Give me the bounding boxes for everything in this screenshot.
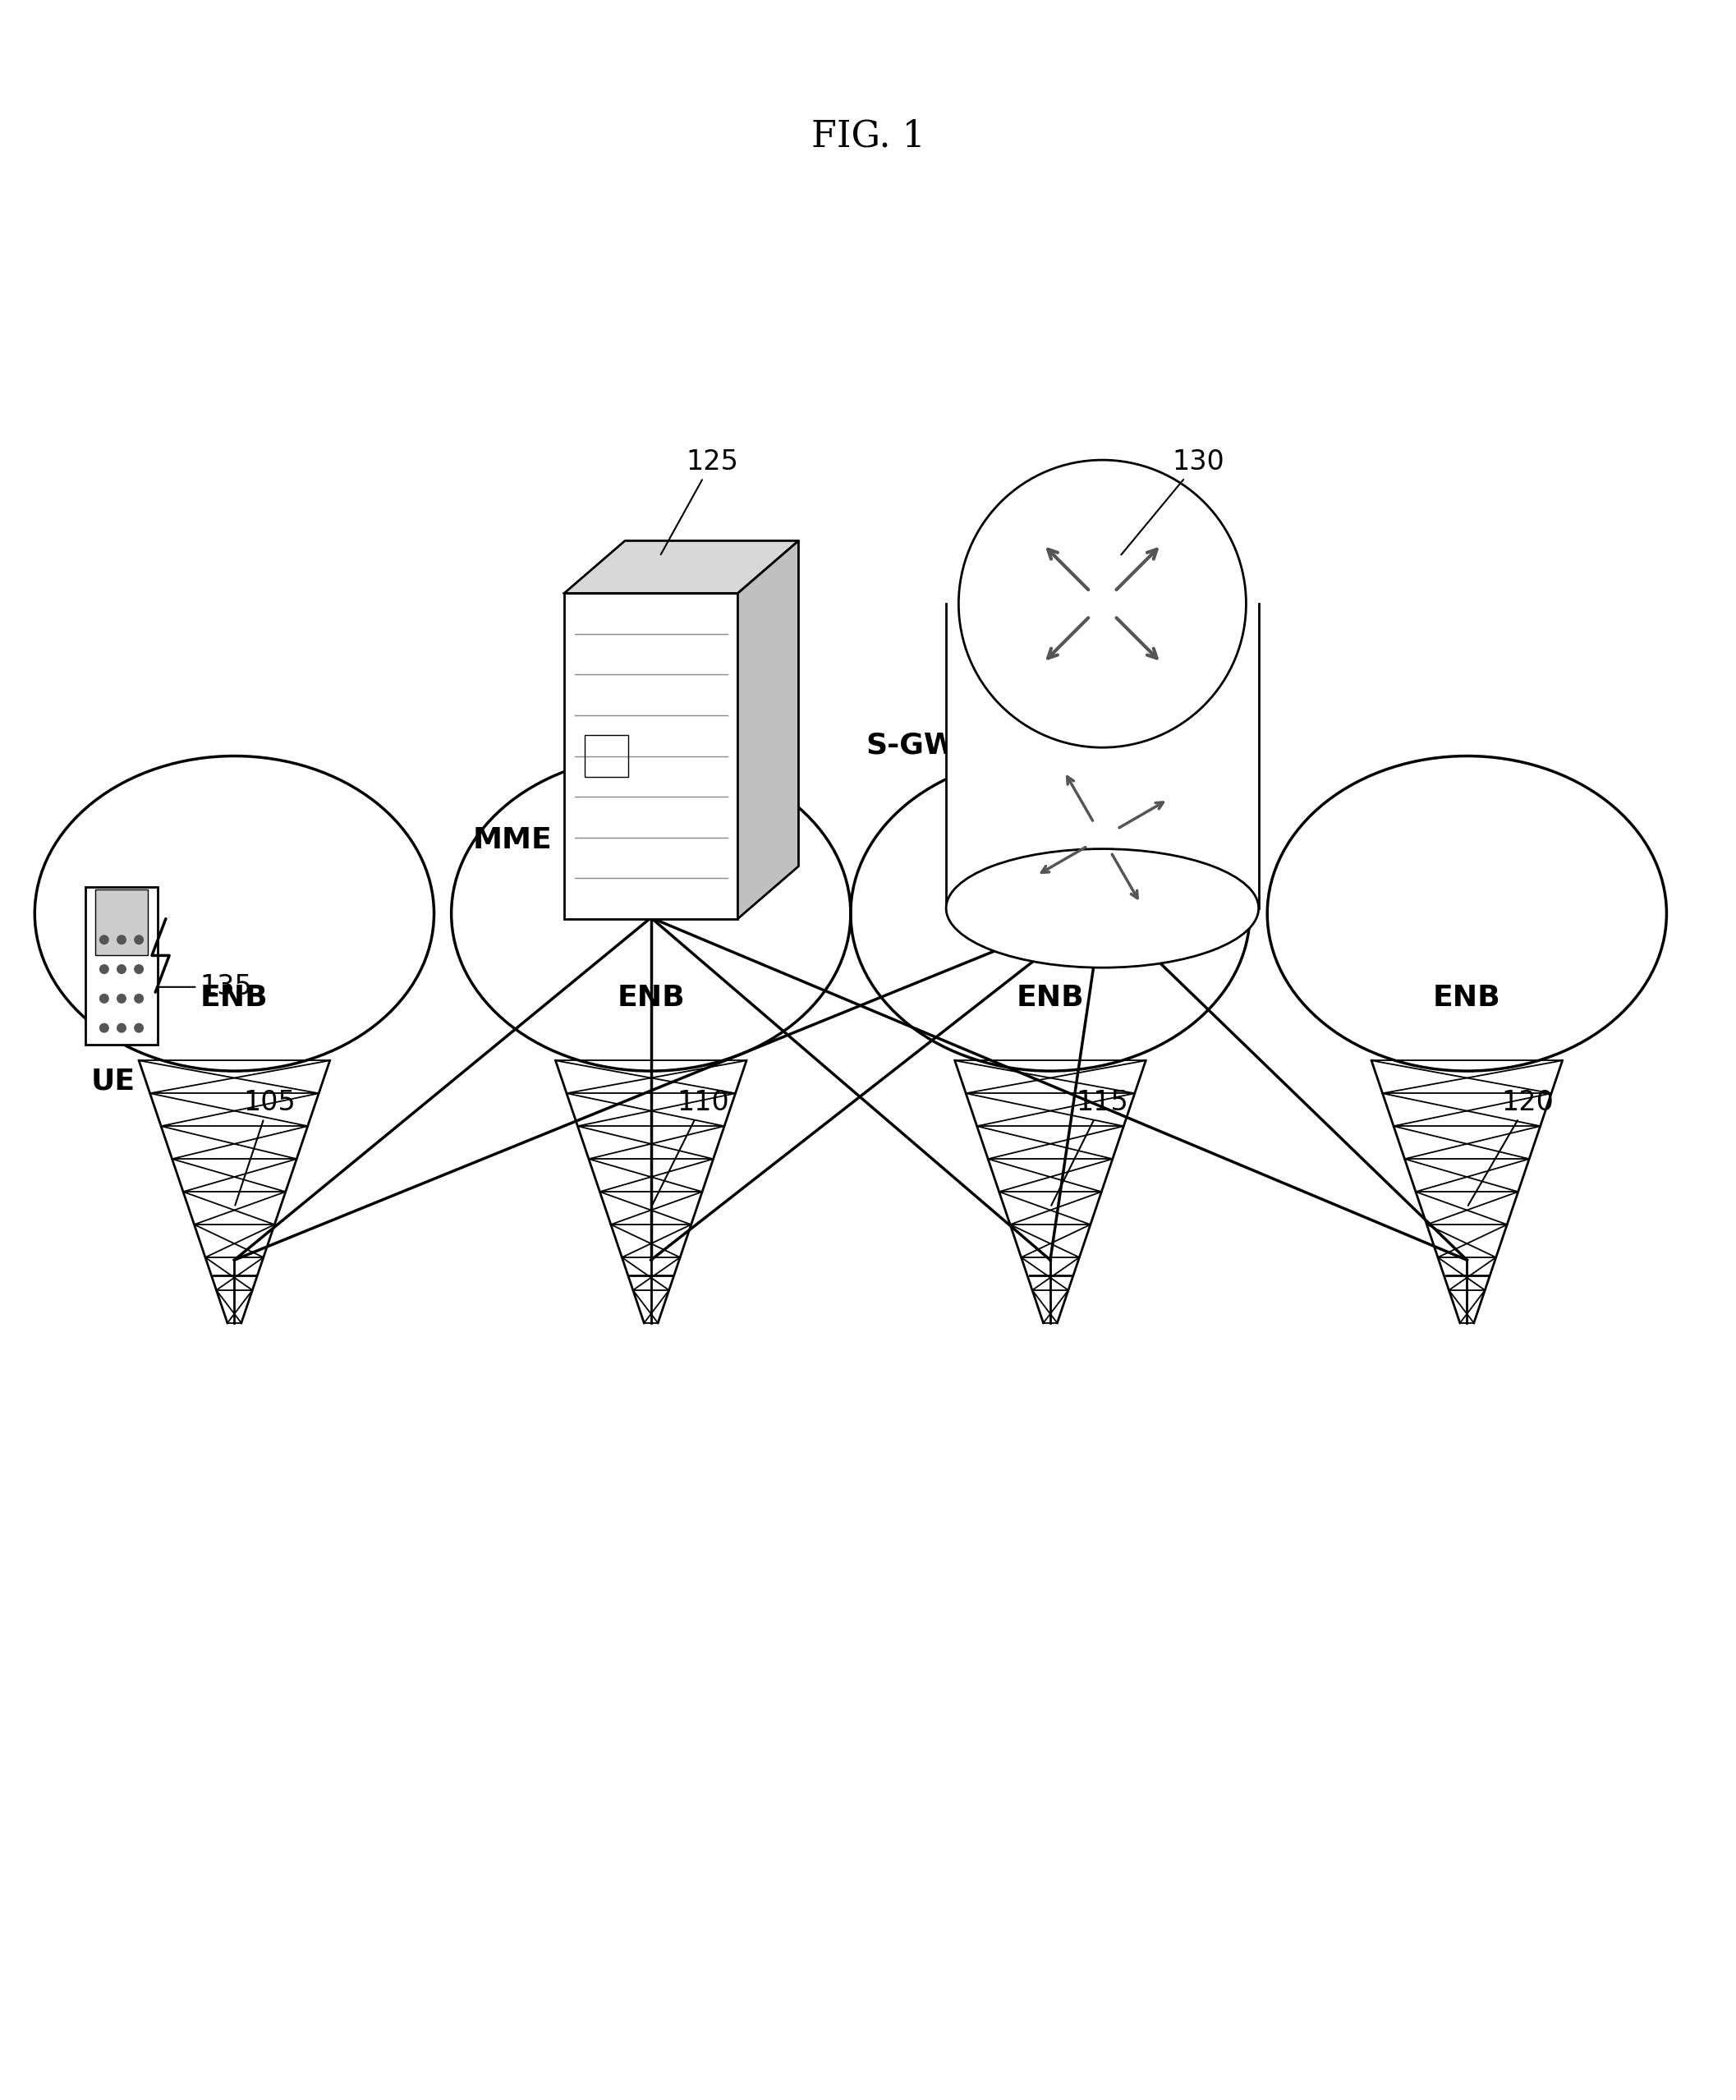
Polygon shape (738, 542, 799, 920)
Text: 135: 135 (158, 974, 252, 1000)
Circle shape (135, 964, 144, 974)
Circle shape (101, 964, 109, 974)
Text: 120: 120 (1469, 1090, 1554, 1205)
Circle shape (118, 993, 127, 1004)
Circle shape (135, 1023, 144, 1033)
Ellipse shape (946, 848, 1259, 968)
Text: ENB: ENB (1432, 983, 1502, 1012)
Polygon shape (564, 542, 799, 594)
Circle shape (958, 460, 1246, 748)
Circle shape (135, 993, 144, 1004)
Circle shape (135, 935, 144, 945)
Circle shape (101, 1023, 109, 1033)
Text: S-GW: S-GW (866, 731, 957, 760)
Text: 130: 130 (1121, 449, 1224, 554)
Text: FIG. 1: FIG. 1 (811, 120, 925, 153)
Circle shape (118, 1023, 127, 1033)
Text: ENB: ENB (616, 983, 686, 1012)
Bar (564, 594, 738, 920)
Circle shape (101, 935, 109, 945)
Circle shape (101, 993, 109, 1004)
Bar (85, 888, 158, 1046)
Circle shape (118, 964, 127, 974)
Text: MME: MME (472, 825, 552, 855)
Text: UE: UE (90, 1067, 135, 1096)
Text: 115: 115 (1052, 1090, 1128, 1205)
Bar (946, 605, 1259, 909)
Bar (585, 735, 628, 777)
Text: 110: 110 (653, 1090, 729, 1205)
Text: 105: 105 (234, 1090, 295, 1205)
Text: ENB: ENB (1016, 983, 1085, 1012)
Text: ENB: ENB (200, 983, 269, 1012)
Circle shape (118, 935, 127, 945)
Text: 125: 125 (661, 449, 738, 554)
Bar (95, 890, 148, 956)
